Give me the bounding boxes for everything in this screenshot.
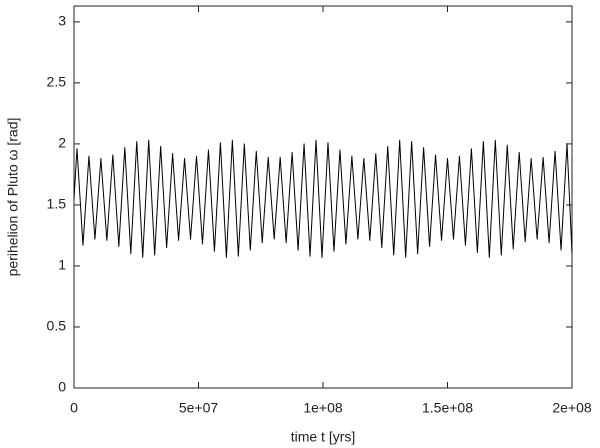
y-tick-label: 1 <box>58 257 66 273</box>
data-line <box>73 139 573 258</box>
x-tick-label: 2e+08 <box>552 400 592 416</box>
x-tick-label: 5e+07 <box>179 400 219 416</box>
y-tick-label: 0 <box>58 379 66 395</box>
y-axis-label: perihelion of Pluto ω [rad] <box>5 118 21 277</box>
y-tick-label: 2 <box>58 135 66 151</box>
x-tick-label: 1e+08 <box>303 400 343 416</box>
plot-frame <box>73 5 573 389</box>
y-tick-label: 3 <box>58 13 66 29</box>
x-tick-label: 1.5e+08 <box>422 400 473 416</box>
y-tick-label: 1.5 <box>47 196 67 212</box>
y-tick-label: 2.5 <box>47 74 67 90</box>
x-axis-label: time t [yrs] <box>291 429 356 445</box>
x-tick-label: 0 <box>70 400 78 416</box>
y-tick-label: 0.5 <box>47 318 67 334</box>
